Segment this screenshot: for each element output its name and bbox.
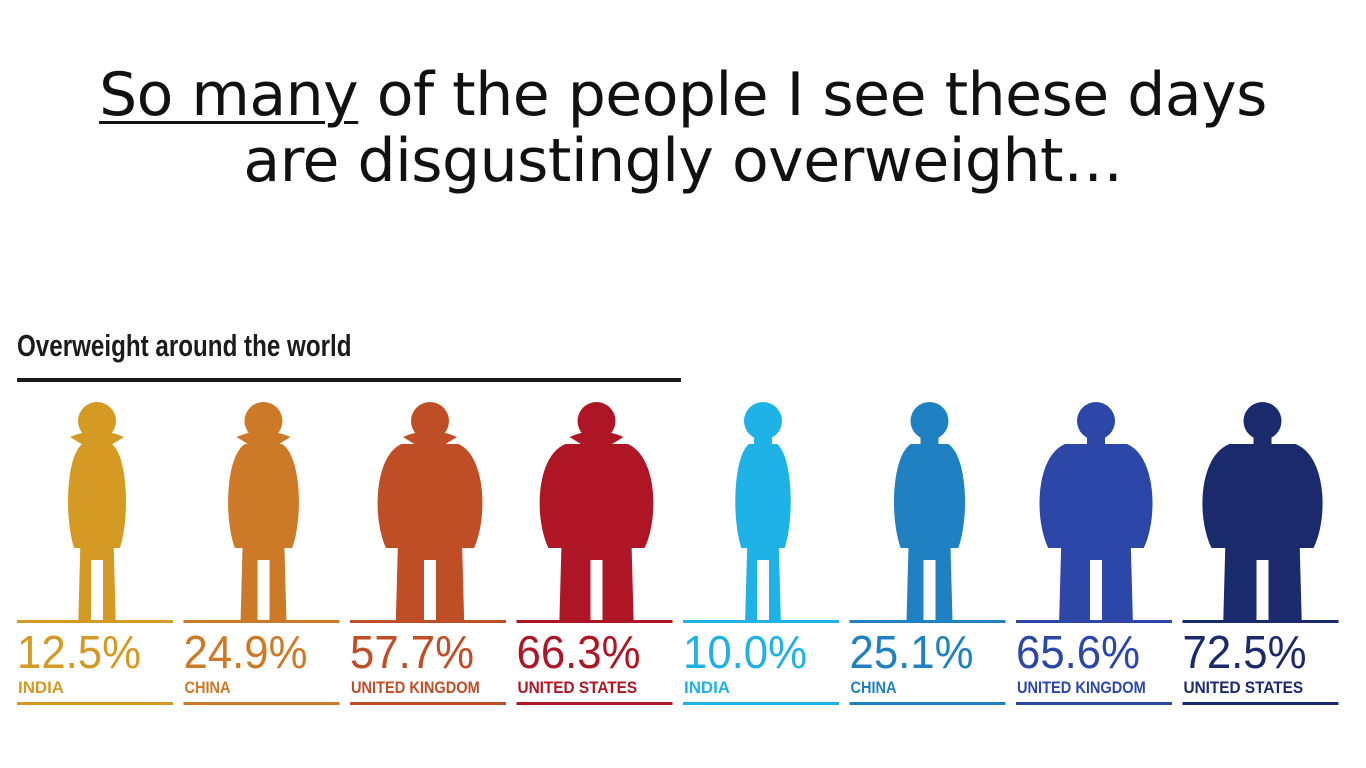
rule-bottom — [1016, 702, 1172, 705]
rule-bottom — [849, 702, 1006, 705]
figure-head — [910, 402, 949, 440]
value-label: 72.5% — [1183, 626, 1307, 678]
figure-legs — [559, 546, 634, 620]
category-label: CHINA — [185, 678, 231, 697]
rule-top — [350, 620, 506, 623]
value-label: 57.7% — [350, 626, 474, 678]
chart-title: Overweight around the world — [17, 328, 352, 363]
figure-7: 65.6%UNITED KINGDOM — [1016, 402, 1172, 705]
figure-5: 10.0%INDIA — [683, 402, 839, 705]
rule-top — [1182, 620, 1339, 623]
value-label: 66.3% — [517, 626, 641, 678]
rule-top — [516, 620, 673, 623]
category-label: UNITED KINGDOM — [1017, 678, 1146, 697]
figure-2: 24.9%CHINA — [183, 402, 340, 705]
rule-top — [183, 620, 340, 623]
rule-bottom — [183, 702, 340, 705]
figure-legs — [1223, 546, 1302, 620]
figure-4: 66.3%UNITED STATES — [516, 402, 673, 705]
rule-top — [17, 620, 173, 623]
slide-title-line-1-rest: of the people I see these days — [358, 60, 1268, 130]
figure-head — [1077, 402, 1115, 440]
figure-torso — [377, 444, 483, 548]
slide-title-line-1: So many of the people I see these days — [0, 62, 1366, 128]
figure-torso — [539, 444, 654, 548]
category-label: UNITED STATES — [518, 678, 638, 697]
figure-torso — [1202, 444, 1323, 548]
rule-bottom — [350, 702, 506, 705]
figure-legs — [906, 546, 953, 620]
figure-legs — [240, 546, 287, 620]
figure-head — [411, 402, 449, 440]
figure-head — [577, 402, 616, 440]
figure-legs — [395, 546, 465, 620]
slide-title: So many of the people I see these days a… — [0, 62, 1366, 194]
figure-head — [1243, 402, 1282, 440]
category-label: INDIA — [684, 678, 730, 697]
figure-head — [744, 402, 782, 440]
rule-bottom — [683, 702, 839, 705]
figure-legs — [745, 546, 781, 620]
slide-title-underlined: So many — [99, 60, 359, 130]
figure-torso — [1039, 444, 1153, 548]
rule-bottom — [1182, 702, 1339, 705]
category-label: CHINA — [851, 678, 897, 697]
figure-6: 25.1%CHINA — [849, 402, 1006, 705]
chart-title-rule — [17, 378, 681, 382]
rule-top — [683, 620, 839, 623]
rule-bottom — [516, 702, 673, 705]
figure-legs — [78, 546, 116, 620]
slide-title-line-2: are disgustingly overweight… — [243, 126, 1123, 196]
figure-torso — [735, 444, 791, 548]
value-label: 10.0% — [683, 626, 807, 678]
figure-8: 72.5%UNITED STATES — [1182, 402, 1339, 705]
category-label: UNITED KINGDOM — [351, 678, 480, 697]
figure-torso — [228, 444, 299, 548]
figure-torso — [893, 444, 966, 548]
figure-head — [78, 402, 116, 440]
figure-3: 57.7%UNITED KINGDOM — [350, 402, 506, 705]
value-label: 25.1% — [850, 626, 974, 678]
value-label: 12.5% — [17, 626, 141, 678]
rule-top — [849, 620, 1006, 623]
figure-head — [244, 402, 283, 440]
rule-bottom — [17, 702, 173, 705]
category-label: UNITED STATES — [1184, 678, 1304, 697]
figure-1: 12.5%INDIA — [17, 402, 173, 705]
figure-torso — [68, 444, 126, 548]
figure-legs — [1059, 546, 1133, 620]
value-label: 65.6% — [1016, 626, 1140, 678]
rule-top — [1016, 620, 1172, 623]
value-label: 24.9% — [184, 626, 308, 678]
category-label: INDIA — [18, 678, 64, 697]
